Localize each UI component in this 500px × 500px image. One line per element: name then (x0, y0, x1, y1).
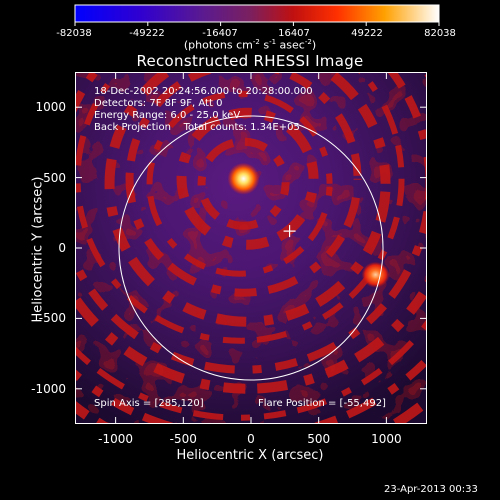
colorbar-tick: -49222 (129, 28, 165, 39)
y-tick-label: -1000 (31, 381, 66, 396)
noise-blobs (75, 72, 427, 424)
info-time-range: 18-Dec-2002 20:24:56.000 to 20:28:00.000 (94, 86, 313, 97)
colorbar-tick: 82038 (424, 28, 456, 39)
chart-title: Reconstructed RHESSI Image (136, 52, 364, 70)
y-tick-label: 1000 (35, 100, 66, 115)
x-tick-label: 0 (247, 432, 255, 446)
flare-source (227, 162, 260, 195)
x-axis-label: Heliocentric X (arcsec) (176, 448, 324, 463)
flare-position-label: Flare Position = [-55,492] (258, 398, 386, 409)
colorbar (74, 4, 440, 26)
y-axis-label: Heliocentric Y (arcsec) (30, 176, 46, 323)
colorbar-units: (photons cm-2 s-1 asec-2) (183, 38, 317, 52)
flare-source (361, 261, 390, 288)
colorbar-tick: -82038 (56, 28, 92, 39)
x-tick-label: -500 (169, 432, 197, 446)
y-tick-label: 0 (58, 241, 66, 255)
colorbar-tick: 16407 (278, 28, 310, 39)
colorbar-tick: 49222 (351, 28, 383, 39)
info-detectors: Detectors: 7F 8F 9F, Att 0 (94, 98, 223, 109)
sources-layer (227, 162, 390, 288)
y-tick-label: 500 (43, 170, 66, 185)
x-tick-label: 1000 (371, 432, 402, 446)
spin-axis-marker (283, 225, 296, 238)
x-tick-label: 500 (307, 432, 331, 446)
y-tick-label: -500 (38, 311, 66, 326)
footer-date: 23-Apr-2013 00:33 (384, 484, 478, 495)
info-energy: Energy Range: 6.0 - 25.0 keV (94, 110, 241, 121)
colorbar-tick: -16407 (202, 28, 238, 39)
spin-axis-label: Spin Axis = [285,120] (94, 398, 204, 409)
info-method: Back Projection Total counts: 1.34E+05 (94, 122, 300, 133)
x-tick-label: -1000 (98, 432, 134, 446)
solar-limb (118, 115, 384, 381)
heatmap-plot (75, 72, 427, 424)
